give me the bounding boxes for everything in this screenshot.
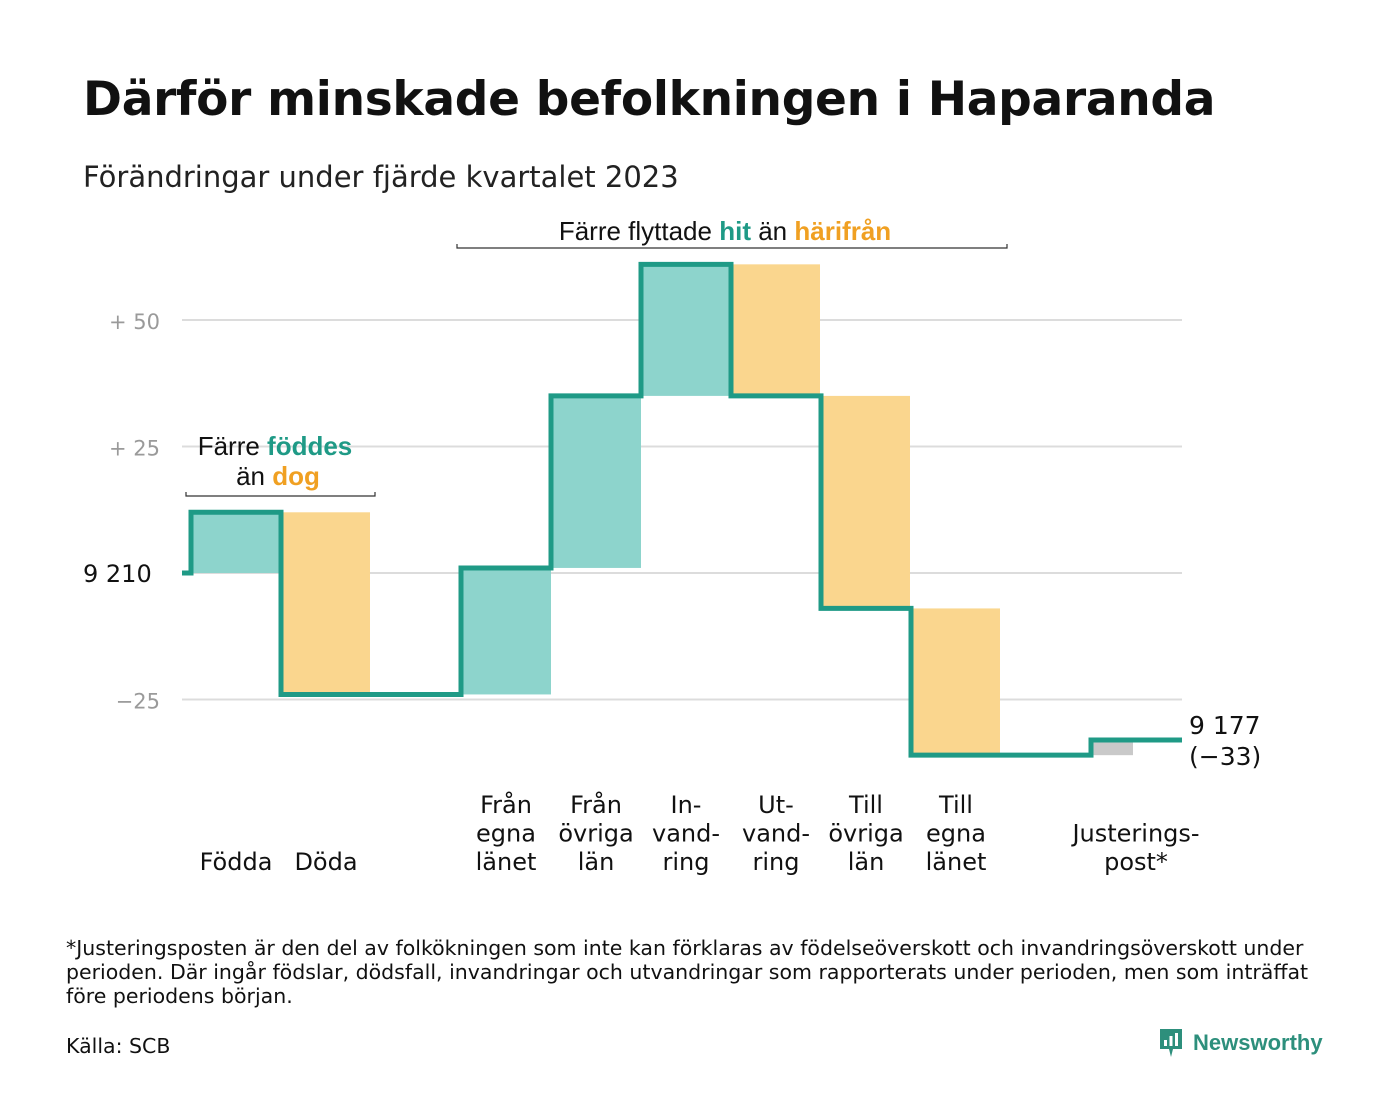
y-tick-label: + 25 xyxy=(109,437,160,461)
category-label: län xyxy=(848,848,885,876)
waterfall-bar xyxy=(551,395,641,568)
category-label: vand- xyxy=(652,820,720,848)
category-label: vand- xyxy=(742,820,810,848)
y-tick-label: −25 xyxy=(116,690,160,714)
category-label: län xyxy=(578,848,615,876)
category-label: länet xyxy=(926,848,987,876)
category-label: Ut- xyxy=(758,791,794,819)
bar-layer xyxy=(191,264,1133,756)
waterfall-bar xyxy=(280,512,370,695)
category-label: övriga xyxy=(558,820,633,848)
waterfall-bar xyxy=(820,395,910,609)
migration-bracket xyxy=(456,244,1008,249)
category-label: ring xyxy=(753,848,800,876)
category-label: Från xyxy=(570,790,622,819)
category-label: Justerings- xyxy=(1070,820,1199,848)
births-annotation-line1: Färre föddes xyxy=(198,431,353,461)
chart-subtitle: Förändringar under fjärde kvartalet 2023 xyxy=(83,160,679,194)
category-label: Från xyxy=(480,790,532,819)
brand-name: Newsworthy xyxy=(1193,1030,1323,1055)
category-label: egna xyxy=(926,820,986,848)
category-label: Till xyxy=(938,791,973,819)
waterfall-bar xyxy=(641,264,731,396)
category-label: Till xyxy=(848,791,883,819)
category-label: ring xyxy=(663,848,710,876)
category-label: Döda xyxy=(294,848,357,876)
waterfall-bar xyxy=(730,264,820,396)
category-label: länet xyxy=(476,848,537,876)
waterfall-bar xyxy=(461,567,551,695)
step-line xyxy=(182,261,1182,758)
waterfall-bar xyxy=(191,512,281,573)
category-label: övriga xyxy=(828,820,903,848)
footnote: *Justeringsposten är den del av folkökni… xyxy=(66,936,1309,1008)
chart-title: Därför minskade befolkningen i Haparanda xyxy=(83,72,1216,127)
newsworthy-logo-icon xyxy=(1160,1029,1182,1057)
end-value-label: 9 177 xyxy=(1189,711,1261,740)
category-label: post* xyxy=(1104,848,1168,876)
waterfall-bar xyxy=(1091,739,1133,756)
category-label: egna xyxy=(476,820,536,848)
births-bracket xyxy=(185,492,376,497)
step-line-layer xyxy=(182,261,1182,758)
brand-logo: Newsworthy xyxy=(1158,1027,1323,1059)
source-label: Källa: SCB xyxy=(66,1034,171,1058)
start-value-label: 9 210 xyxy=(83,560,152,588)
migration-annotation: Färre flyttade hit än härifrån xyxy=(559,216,891,246)
category-label: Födda xyxy=(200,848,273,876)
category-label: In- xyxy=(671,791,702,819)
births-annotation-line2: än dog xyxy=(236,461,320,491)
end-change-label: (−33) xyxy=(1189,742,1261,771)
y-tick-label: + 50 xyxy=(109,310,160,334)
waterfall-bar xyxy=(910,608,1000,756)
